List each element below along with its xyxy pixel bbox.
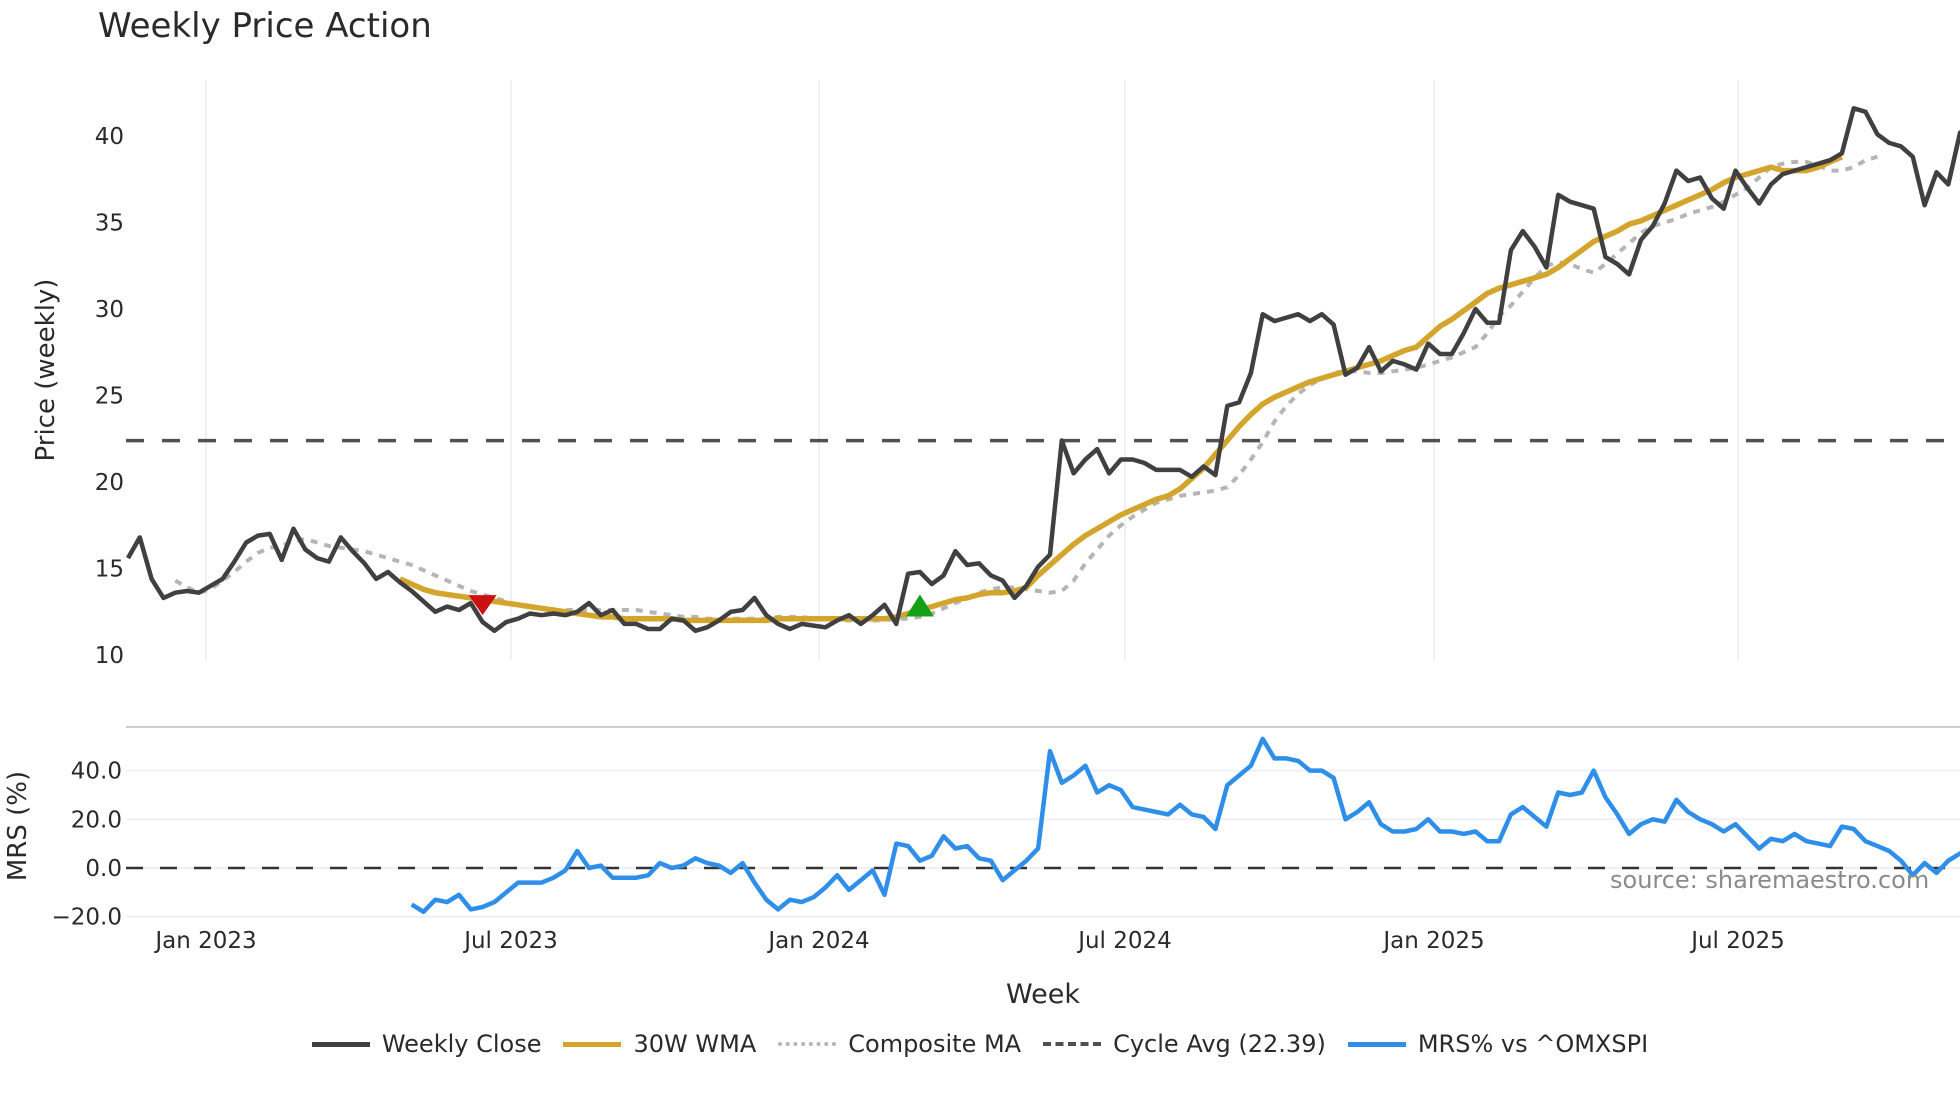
legend-label: MRS% vs ^OMXSPI [1417,1030,1649,1058]
x-tick-label: Jan 2024 [766,928,869,954]
legend-item-wma[interactable]: 30W WMA [563,1030,756,1058]
wma-line [398,154,1843,624]
mrs-tick-label: 40.0 [71,759,122,785]
mrs-tick-label: 0.0 [85,856,122,882]
composite-ma-swatch-icon [778,1042,837,1046]
legend-label: Cycle Avg (22.39) [1113,1030,1326,1058]
mrs-line [410,736,1960,915]
legend: Weekly Close 30W WMA Composite MA Cycle … [0,1030,1960,1058]
x-tick-label: Jan 2023 [153,928,256,954]
price-tick-label: 30 [95,297,124,323]
price-tick-label: 35 [95,211,124,237]
x-axis: Jan 2023 Jul 2023 Jan 2024 Jul 2024 Jan 2025… [153,928,1784,954]
legend-item-mrs[interactable]: MRS% vs ^OMXSPI [1347,1030,1649,1058]
cycle-avg-swatch-icon [1043,1042,1102,1046]
legend-label: Weekly Close [381,1030,542,1058]
wma-path [398,154,1843,624]
mrs-swatch-icon [1347,1041,1406,1047]
mrs-tick-label: 20.0 [71,807,122,833]
sell-signal-triangle-down-icon [468,595,497,616]
x-tick-label: Jul 2024 [1076,928,1172,954]
buy-signal-triangle-up-icon [905,594,934,617]
legend-label: 30W WMA [633,1030,757,1058]
x-tick-label: Jan 2025 [1381,928,1484,954]
weekly-close-line [126,106,1960,634]
price-tick-label: 15 [95,557,124,583]
mrs-path [410,736,1960,915]
legend-label: Composite MA [848,1030,1022,1058]
chart-title: Weekly Price Action [98,6,432,46]
weekly-close-path [126,106,1960,634]
price-tick-label: 25 [95,384,124,410]
mrs-tick-label: −20.0 [52,905,122,931]
price-tick-label: 20 [95,470,124,496]
price-tick-label: 40 [95,124,124,150]
signal-markers [468,594,934,617]
mrs-axis-label: MRS (%) [3,771,33,881]
source-note: source: sharemaestro.com [1610,866,1930,894]
x-tick-label: Jul 2025 [1689,928,1785,954]
wma-swatch-icon [563,1041,622,1047]
weekly-close-swatch-icon [311,1041,370,1047]
x-tick-label: Jul 2023 [462,928,558,954]
legend-item-composite-ma[interactable]: Composite MA [778,1030,1021,1058]
price-axis-label: Price (weekly) [31,279,61,462]
price-tick-label: 10 [95,643,124,669]
x-axis-label: Week [1006,979,1080,1010]
legend-item-weekly-close[interactable]: Weekly Close [311,1030,542,1058]
mrs-y-axis: −20.0 0.0 20.0 40.0 [52,759,122,931]
legend-item-cycle-avg[interactable]: Cycle Avg (22.39) [1043,1030,1326,1058]
price-y-axis: 10 15 20 25 30 35 40 [95,124,124,669]
